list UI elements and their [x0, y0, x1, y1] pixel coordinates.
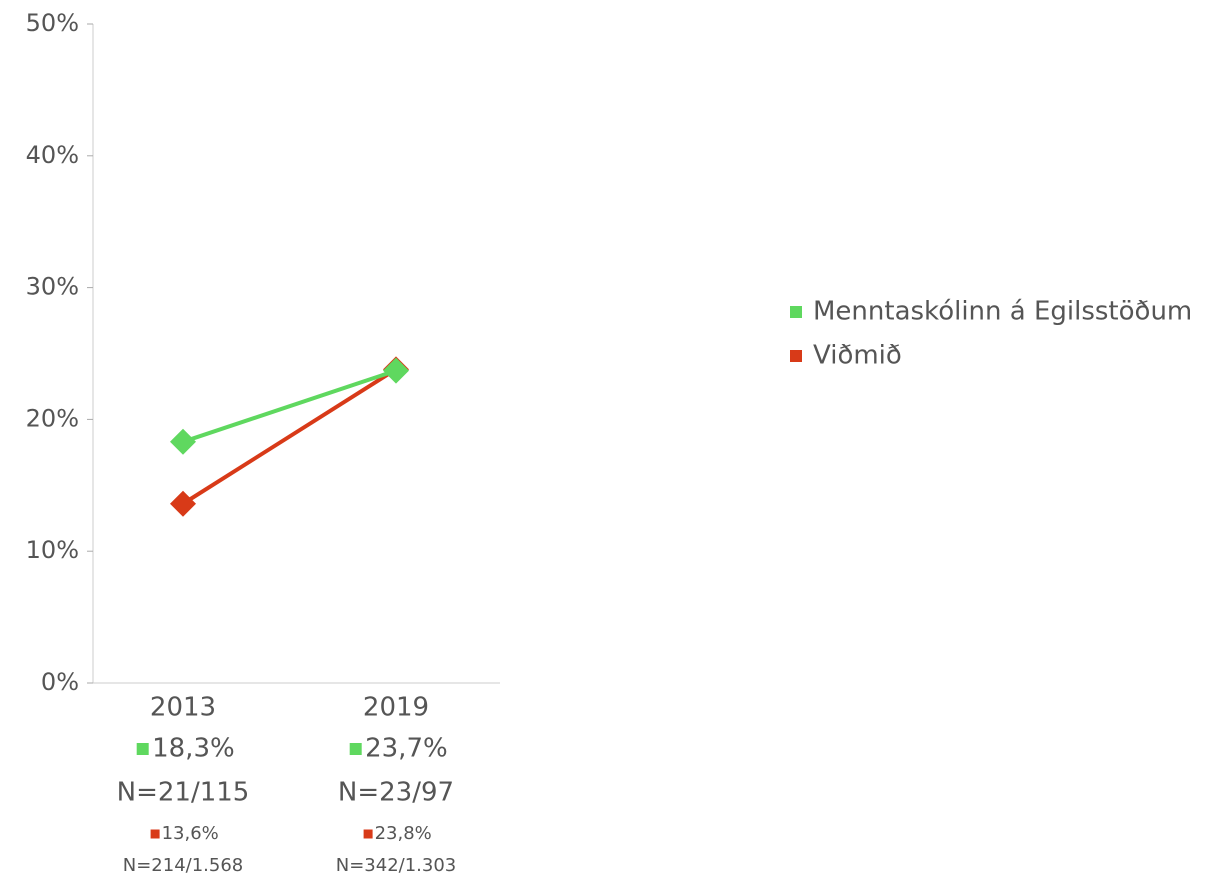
- legend-swatch: [790, 306, 802, 318]
- count-label: N=23/97: [338, 778, 454, 808]
- y-tick-label: 40%: [26, 141, 79, 169]
- legend-label: Menntaskólinn á Egilsstöðum: [813, 297, 1192, 327]
- point-marker: [170, 490, 196, 517]
- count-label: N=342/1.303: [336, 855, 457, 876]
- y-tick-label: 30%: [26, 273, 79, 301]
- label-swatch: [150, 829, 160, 839]
- y-tick-label: 20%: [26, 404, 79, 432]
- point-marker: [383, 357, 409, 384]
- label-swatch: [136, 743, 149, 755]
- legend-label: Viðmið: [813, 341, 902, 371]
- count-label: N=214/1.568: [123, 855, 244, 876]
- series-line: [181, 367, 398, 506]
- value-label: 23,7%: [365, 734, 448, 764]
- x-tick-label: 2019: [363, 693, 429, 723]
- value-label: 13,6%: [162, 823, 219, 844]
- series-line: [182, 368, 397, 444]
- value-label: 18,3%: [152, 734, 235, 764]
- value-label: 23,8%: [375, 823, 432, 844]
- label-swatch: [363, 829, 373, 839]
- y-tick-label: 10%: [26, 536, 79, 564]
- y-tick-label: 0%: [41, 668, 79, 696]
- legend-swatch: [790, 350, 802, 362]
- count-label: N=21/115: [117, 778, 250, 808]
- point-marker: [170, 428, 196, 455]
- y-tick-label: 50%: [26, 9, 79, 37]
- x-tick-label: 2013: [150, 693, 216, 723]
- label-swatch: [349, 743, 362, 755]
